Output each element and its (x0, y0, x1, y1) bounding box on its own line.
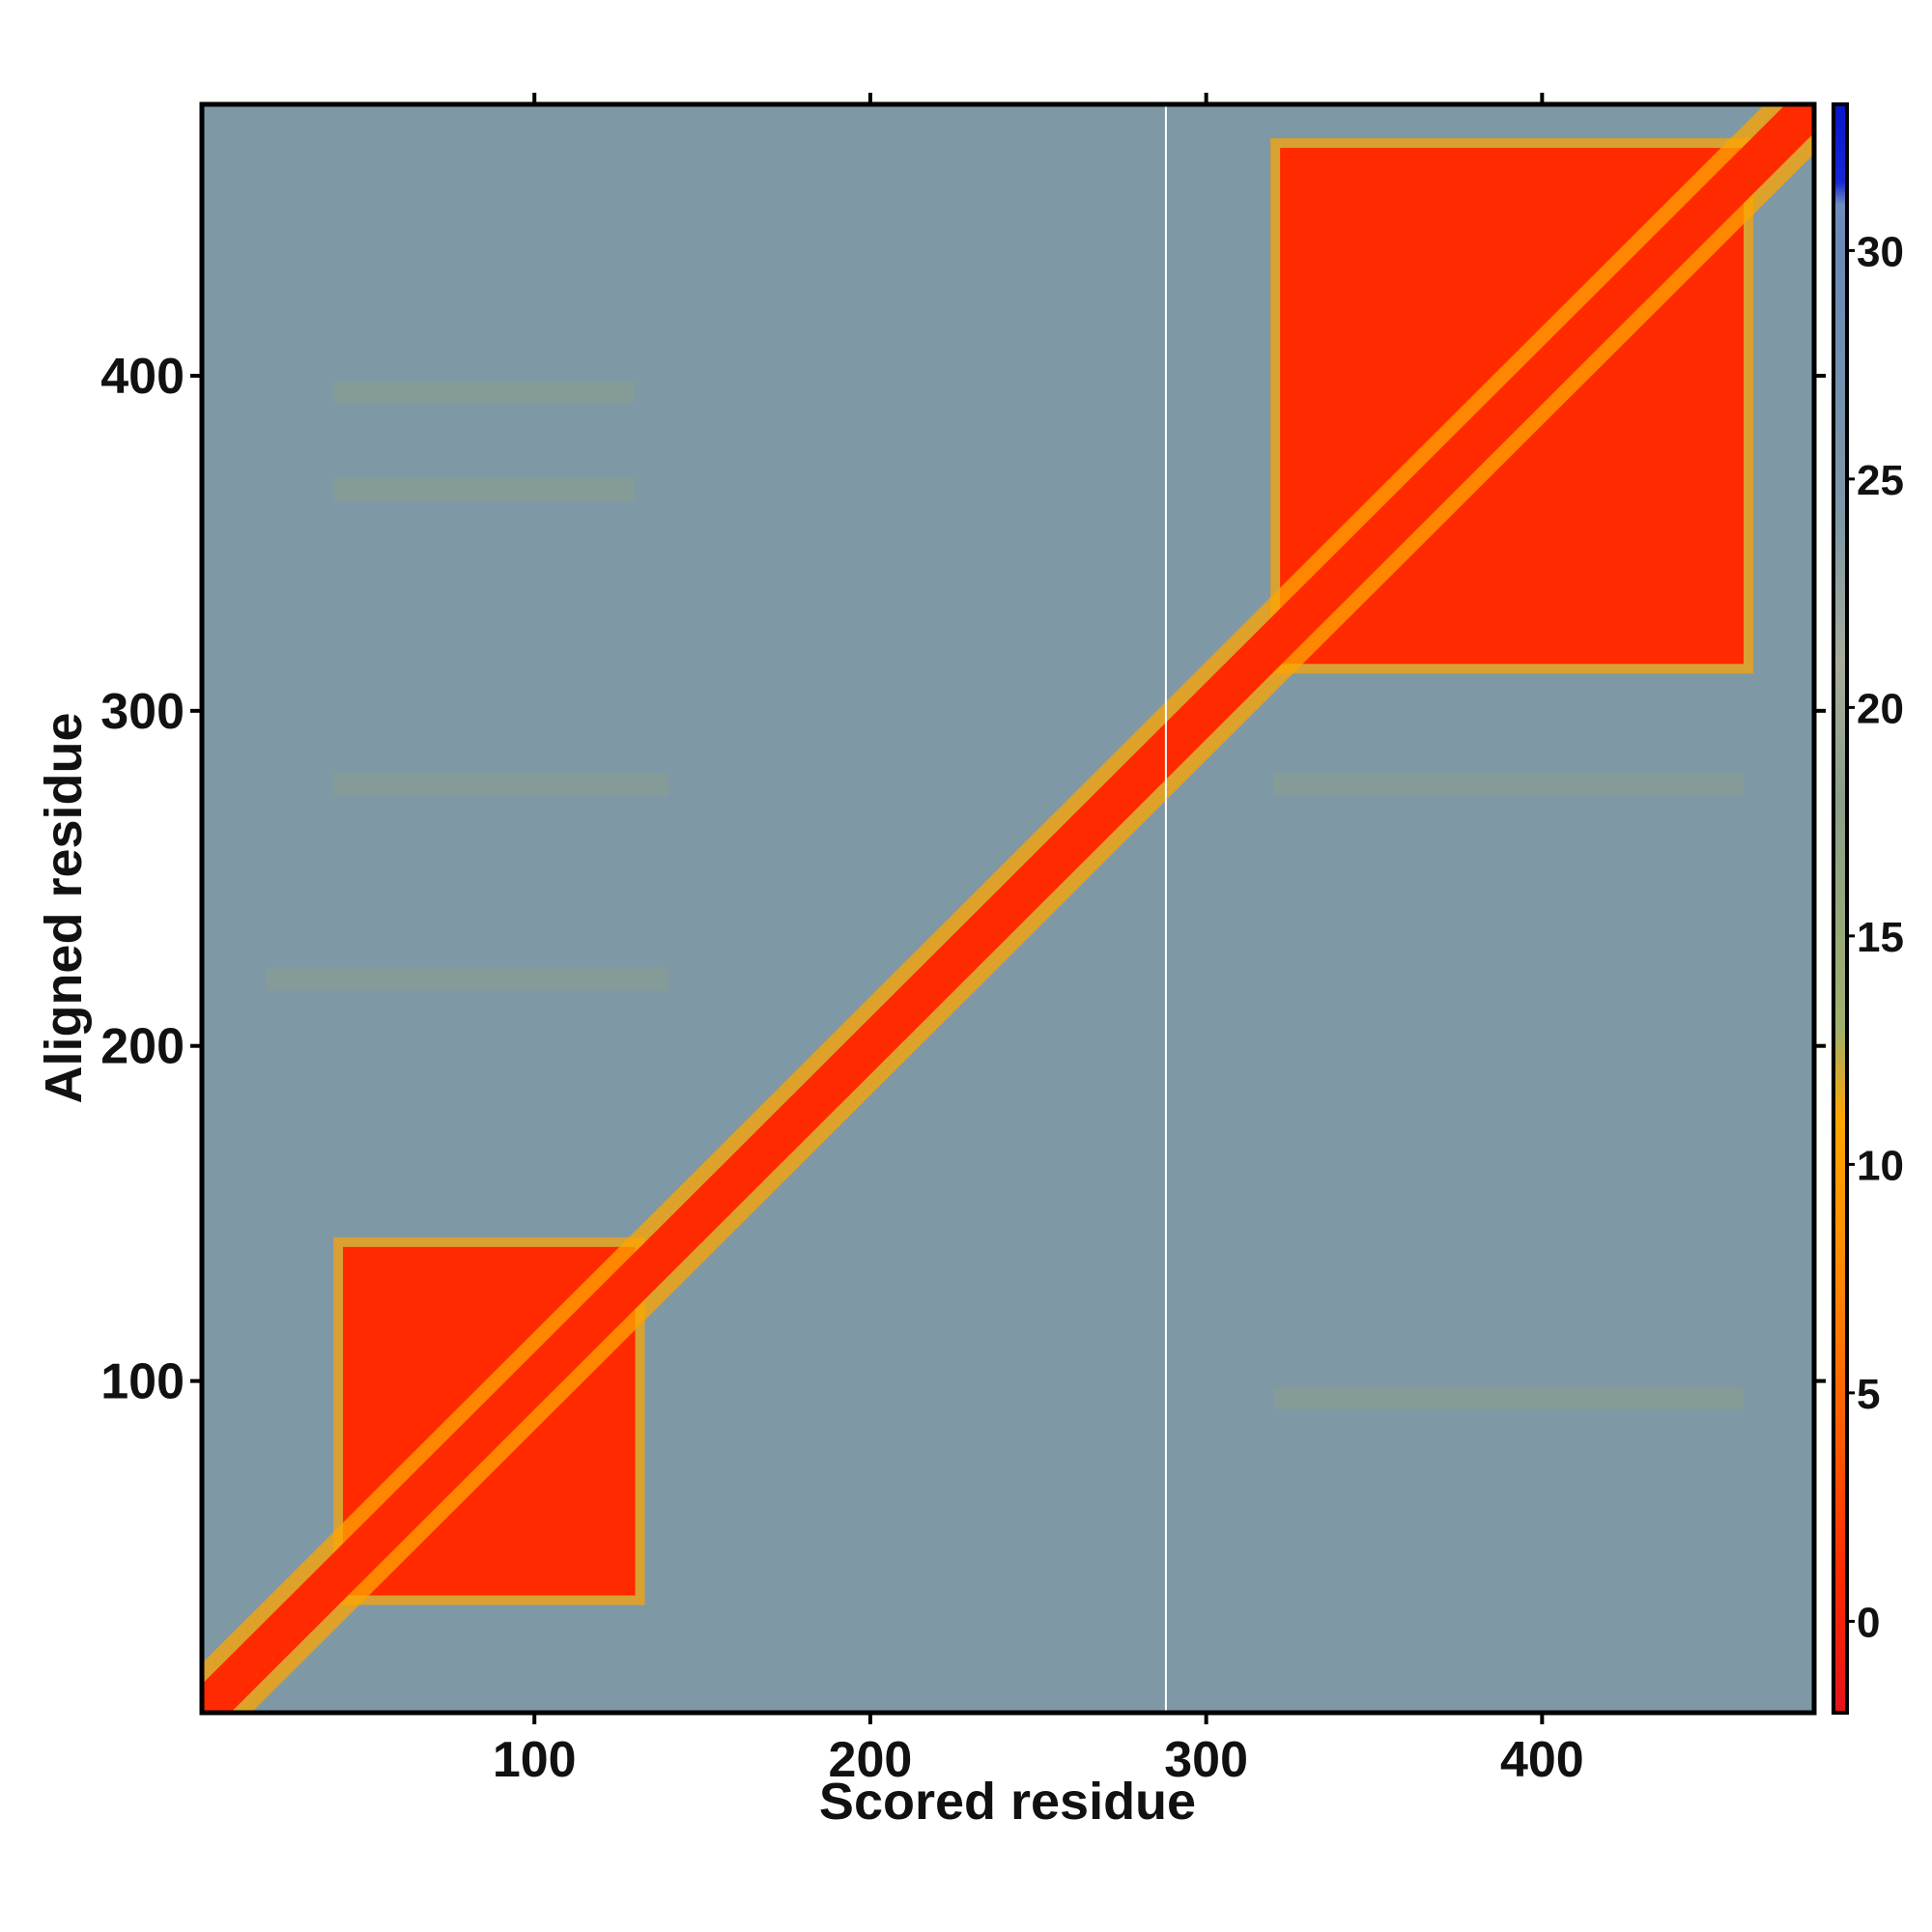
x-axis-ticks: 100 200 300 400 (493, 93, 1584, 1788)
plot-frame (199, 101, 1817, 1716)
colorbar-ticks: 0 5 10 15 20 25 30 (1847, 228, 1904, 1646)
x-tick-label-400: 400 (1500, 1732, 1584, 1788)
colorbar-tick-label-10: 10 (1857, 1142, 1904, 1189)
faint-band-4 (266, 967, 669, 991)
y-tick-label-200: 200 (100, 1019, 185, 1075)
y-tick-label-300: 300 (100, 684, 185, 740)
colorbar-tick-label-30: 30 (1857, 228, 1904, 275)
faint-band-6 (1273, 1385, 1744, 1409)
y-axis-ticks: 100 200 300 400 (100, 349, 1826, 1410)
faint-band-3 (332, 773, 669, 797)
diagonal-band (202, 104, 1814, 1713)
x-tick-label-300: 300 (1164, 1732, 1248, 1788)
x-tick-label-200: 200 (829, 1732, 913, 1788)
colorbar-tick-label-15: 15 (1857, 914, 1904, 961)
x-tick-label-100: 100 (493, 1732, 577, 1788)
faint-band-1 (332, 381, 636, 405)
y-axis-title: Aligned residue (35, 712, 93, 1103)
faint-band-2 (332, 477, 636, 501)
x-axis-title: Scored residue (819, 1773, 1196, 1831)
colorbar-tick-label-0: 0 (1857, 1599, 1880, 1646)
colorbar-tick-label-20: 20 (1857, 685, 1904, 732)
faint-bands (266, 381, 1744, 1409)
heatmap-layer (202, 104, 1814, 1713)
colorbar-tick-label-25: 25 (1857, 457, 1904, 504)
y-tick-label-400: 400 (100, 349, 185, 405)
colorbar-tick-label-5: 5 (1857, 1371, 1880, 1418)
colorbar (1832, 102, 1849, 1715)
faint-band-5 (1273, 773, 1744, 797)
y-tick-label-100: 100 (100, 1354, 185, 1410)
